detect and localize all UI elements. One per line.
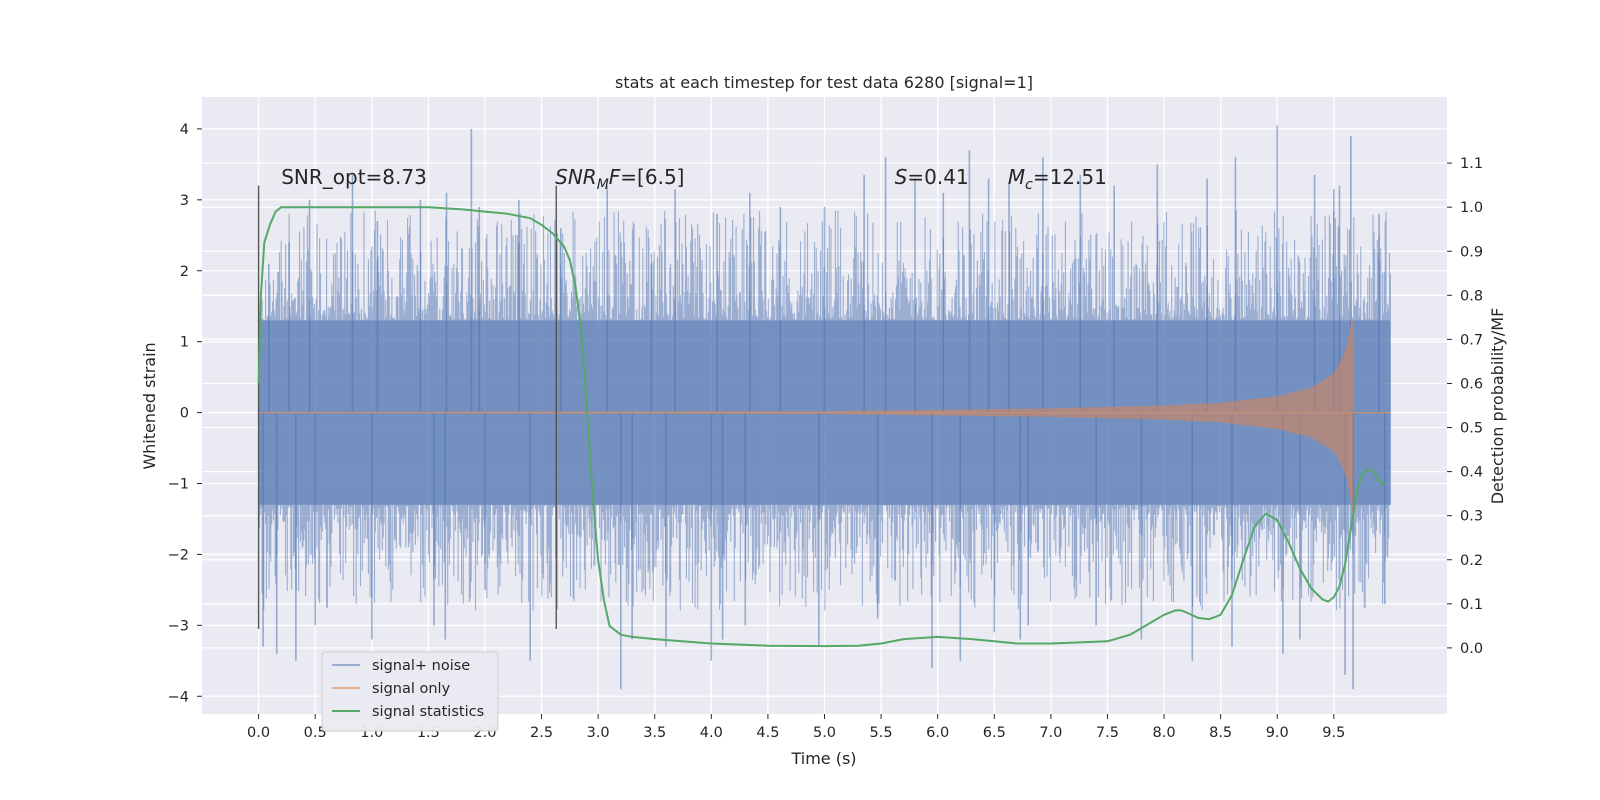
legend-label-signal-noise: signal+ noise [372, 658, 470, 674]
y2-tick-label: 1.0 [1460, 200, 1483, 216]
y-tick-label: 2 [180, 264, 189, 280]
signal-only-series [258, 320, 1391, 523]
x-tick-label: 4.5 [756, 725, 779, 741]
y-tick-label: 4 [180, 122, 189, 138]
y-tick-label: 1 [180, 335, 189, 351]
y-axis-label: Whitened strain [140, 342, 159, 469]
y-tick-label: −3 [168, 618, 189, 634]
y2-tick-label: 0.3 [1460, 509, 1483, 525]
x-tick-label: 5.0 [813, 725, 836, 741]
x-tick-label: 8.5 [1209, 725, 1232, 741]
signal-statistics-line [257, 206, 1386, 648]
y2-tick-label: 0.8 [1460, 288, 1483, 304]
y2-tick-label: 0.4 [1460, 465, 1483, 481]
y2-tick-label: 1.1 [1460, 156, 1483, 172]
annotation-text: SNR_opt=8.73 [281, 165, 427, 189]
vertical-markers [257, 185, 557, 629]
x-tick-label: 4.0 [700, 725, 723, 741]
x-tick-label: 6.0 [926, 725, 949, 741]
y2-tick-label: 0.2 [1460, 553, 1483, 569]
annotation-part: =0.41 [907, 165, 968, 189]
x-tick-label: 5.5 [870, 725, 893, 741]
chart-title: stats at each timestep for test data 628… [615, 73, 1033, 92]
y-axis-ticks: 4 3 2 1 0 −1 −2 −3 −4 [168, 122, 202, 705]
y-tick-label: 0 [180, 406, 189, 422]
annotation-part: c [1025, 177, 1033, 193]
x-axis-ticks: 0.0 0.5 1.0 1.5 2.0 2.5 3.0 3.5 4.0 4.5 5.0 5.5 6.0 6… [247, 714, 1345, 741]
annotation-part: S [895, 165, 908, 189]
x-tick-label: 7.5 [1096, 725, 1119, 741]
annotation-part: SNR [555, 165, 597, 189]
x-tick-label: 9.5 [1322, 725, 1345, 741]
annotation-text: Mc=12.51 [1008, 165, 1107, 193]
x-tick-label: 3.0 [587, 725, 610, 741]
annotation-part: M [597, 177, 609, 193]
y2-tick-label: 0.6 [1460, 376, 1483, 392]
legend-label-signal-only: signal only [372, 681, 451, 697]
x-tick-label: 3.5 [643, 725, 666, 741]
y-tick-label: −4 [168, 689, 189, 705]
signal-only-envelope [258, 320, 1352, 505]
y2-tick-label: 0.0 [1460, 641, 1483, 657]
legend-box [321, 651, 499, 732]
annotation-text: S=0.41 [895, 165, 969, 189]
y-tick-label: 3 [180, 193, 189, 209]
y-tick-label: −2 [168, 547, 189, 563]
x-tick-label: 2.5 [530, 725, 553, 741]
y2-axis-label: Detection probability/MF [1488, 308, 1507, 505]
annotation-part: =[6.5] [620, 165, 684, 189]
y2-axis-ticks: 1.1 1.0 0.9 0.8 0.7 0.6 0.5 0.4 0.3 0.2 0.1 0.0 [1447, 156, 1483, 657]
annotation-part: M [1008, 165, 1025, 189]
y2-tick-label: 0.1 [1460, 597, 1483, 613]
y2-tick-label: 0.7 [1460, 332, 1483, 348]
noise-spikes [262, 125, 1386, 690]
x-tick-label: 9.0 [1266, 725, 1289, 741]
x-tick-label: 8.0 [1153, 725, 1176, 741]
x-tick-label: 6.5 [983, 725, 1006, 741]
x-axis-label: Time (s) [790, 749, 856, 768]
annotation-text: SNRMF=[6.5] [555, 165, 684, 193]
x-tick-label: 7.0 [1039, 725, 1062, 741]
y-tick-label: −1 [168, 477, 189, 493]
annotations: SNR_opt=8.73 SNRMF=[6.5] S=0.41 Mc=12.51 [281, 165, 1107, 193]
y2-tick-label: 0.5 [1460, 421, 1483, 437]
x-tick-label: 0.5 [304, 725, 327, 741]
x-tick-label: 0.0 [247, 725, 270, 741]
signal-statistics-series [257, 206, 1386, 648]
annotation-part: =12.51 [1033, 165, 1107, 189]
annotation-part: F [609, 165, 621, 189]
legend: signal+ noise signal only signal statist… [321, 651, 499, 732]
legend-label-signal-statistics: signal statistics [372, 704, 484, 720]
y2-tick-label: 0.9 [1460, 244, 1483, 260]
